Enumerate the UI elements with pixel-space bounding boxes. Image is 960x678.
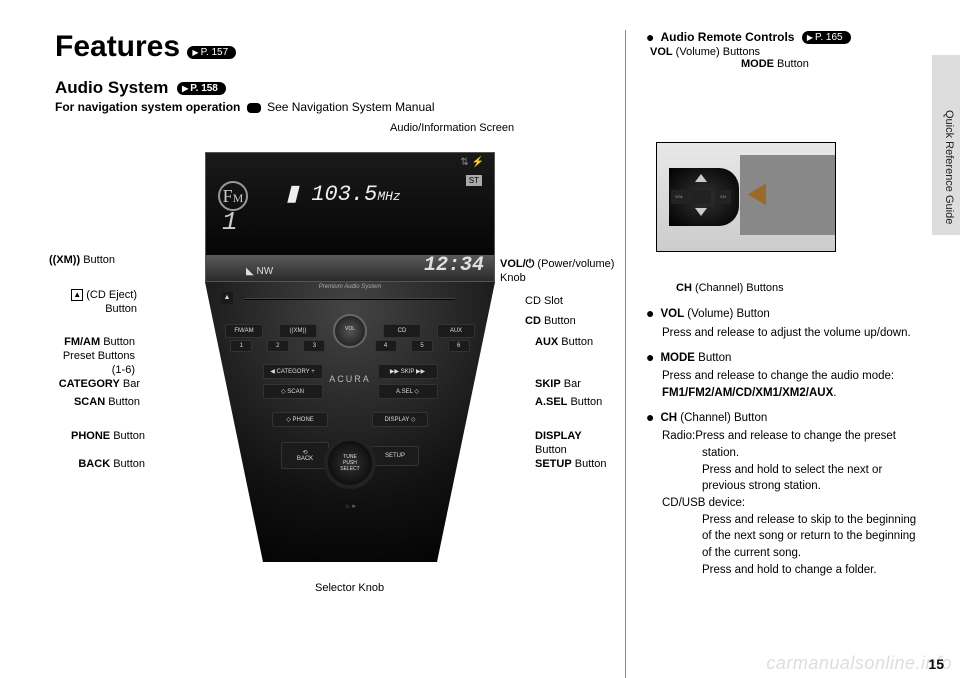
setup-button: SETUP xyxy=(371,446,419,466)
leader xyxy=(55,148,175,149)
leader xyxy=(646,133,684,134)
compass: ◣ NW xyxy=(246,266,273,277)
acura-logo: ACURA xyxy=(205,374,495,384)
label-mode-button: MODE Button xyxy=(741,58,925,70)
side-tab-text: Quick Reference Guide xyxy=(943,110,955,224)
ch-btn: CH xyxy=(715,190,731,204)
button-cluster: VOL CH xyxy=(669,168,739,226)
label-fmam: FM/AM Button xyxy=(64,336,135,350)
mode-desc: Press and release to change the audio mo… xyxy=(646,368,925,401)
audio-unit: ⇅ ⚡ FM 1 ▮ 103.5MHz ST ◣ NW 12:34 Premiu… xyxy=(205,152,495,562)
control-panel: Premium Audio System ▲ FM/AM ((XM)) VOL … xyxy=(205,282,495,562)
label-skip: SKIP Bar xyxy=(535,378,581,392)
page-ref-title-text: P. 157 xyxy=(201,47,229,58)
label-display: DISPLAY Button xyxy=(535,430,615,458)
nav-line-bold: For navigation system operation xyxy=(55,100,240,114)
label-setup: SETUP Button xyxy=(535,458,607,472)
label-eject: ▲ (CD Eject) Button xyxy=(37,289,137,317)
aux-button: AUX xyxy=(437,324,475,338)
preset-3: 3 xyxy=(303,340,325,352)
book-icon xyxy=(247,103,261,113)
label-selector: Selector Knob xyxy=(315,582,384,596)
asel-button: A.SEL ◇ xyxy=(378,384,438,399)
frequency: ▮ 103.5MHz xyxy=(286,181,401,207)
leader xyxy=(55,208,56,254)
leader xyxy=(646,70,647,105)
label-audio-screen: Audio/Information Screen xyxy=(390,122,514,136)
label-asel: A.SEL Button xyxy=(535,396,602,410)
mode-down-icon xyxy=(695,208,707,216)
preset-4: 4 xyxy=(375,340,397,352)
clock: 12:34 xyxy=(424,254,484,277)
label-cdslot: CD Slot xyxy=(525,295,563,309)
remote-illustration: VOL CH xyxy=(656,142,836,252)
label-vol-buttons: VOL (Volume) Buttons xyxy=(650,46,925,58)
page-title: Features xyxy=(55,30,180,64)
premium-label: Premium Audio System xyxy=(205,284,495,290)
scan-button: ◇ SCAN xyxy=(263,384,323,399)
label-category: CATEGORY Bar xyxy=(59,378,140,392)
row-vbottom: ☼ ▸ xyxy=(205,502,495,510)
eject-button: ▲ xyxy=(221,292,233,304)
label-volknob: VOL/⏻ (Power/volume)Knob xyxy=(500,258,630,286)
leader xyxy=(55,149,56,207)
fm-am-button: FM/AM xyxy=(225,324,263,338)
page-ref-subtitle-text: P. 158 xyxy=(190,83,218,94)
mode-up-icon xyxy=(695,174,707,182)
page-ref-title: ▶P. 157 xyxy=(187,46,236,59)
xm-button: ((XM)) xyxy=(279,324,317,338)
label-cdbtn: CD Button xyxy=(525,315,576,329)
remote-heading-row: ● Audio Remote Controls ▶P. 165 xyxy=(646,30,925,44)
leader xyxy=(646,105,647,133)
ch-desc: Radio:Press and release to change the pr… xyxy=(646,428,925,578)
row-low: ◇ PHONE DISPLAY ◇ xyxy=(205,412,495,427)
preset-1: 1 xyxy=(230,340,252,352)
label-back: BACK Button xyxy=(78,458,145,472)
row-preset: 1 2 3 4 5 6 xyxy=(205,340,495,352)
display-button: DISPLAY ◇ xyxy=(372,412,428,427)
preset-num: 1 xyxy=(222,207,238,237)
preset-6: 6 xyxy=(448,340,470,352)
watermark: carmanualsonline.info xyxy=(766,653,952,674)
leader xyxy=(646,260,647,278)
controls-list: ●VOL (Volume) Button Press and release t… xyxy=(646,306,925,578)
row-mid2: ◇ SCAN A.SEL ◇ xyxy=(205,384,495,399)
page-ref-remote: ▶P. 165 xyxy=(802,31,851,44)
label-scan: SCAN Button xyxy=(74,396,140,410)
tune-knob: TUNE PUSH SELECT xyxy=(324,437,376,489)
dimmer-icon: ☼ ▸ xyxy=(344,502,356,510)
remote-heading: Audio Remote Controls xyxy=(660,30,794,44)
page-ref-subtitle: ▶P. 158 xyxy=(177,82,226,95)
label-xm: ((XM)) Button xyxy=(15,254,115,268)
cd-slot xyxy=(245,298,455,300)
mode-center xyxy=(691,190,711,204)
vol-btn: VOL xyxy=(671,190,687,204)
bt-usb-icons: ⇅ ⚡ xyxy=(460,157,484,168)
label-aux: AUX Button xyxy=(535,336,593,350)
cd-button: CD xyxy=(383,324,421,338)
wheel-panel xyxy=(740,155,835,235)
pointer-icon xyxy=(748,183,766,205)
leader xyxy=(55,122,56,140)
label-phone: PHONE Button xyxy=(71,430,145,444)
back-button: ⟲ BACK xyxy=(281,442,329,469)
stereo-badge: ST xyxy=(466,175,482,186)
preset-2: 2 xyxy=(267,340,289,352)
vol-desc: Press and release to adjust the volume u… xyxy=(646,325,925,342)
label-preset: Preset Buttons (1-6) xyxy=(63,350,135,378)
label-ch-buttons: CH (Channel) Buttons xyxy=(676,282,925,294)
preset-5: 5 xyxy=(411,340,433,352)
diagram: Audio/Information Screen ⇅ ⚡ FM 1 ▮ 103.… xyxy=(55,122,615,622)
nav-line-rest: See Navigation System Manual xyxy=(267,100,434,114)
phone-button: ◇ PHONE xyxy=(272,412,328,427)
subtitle: Audio System xyxy=(55,78,168,97)
info-screen: ⇅ ⚡ FM 1 ▮ 103.5MHz ST ◣ NW 12:34 xyxy=(205,152,495,282)
